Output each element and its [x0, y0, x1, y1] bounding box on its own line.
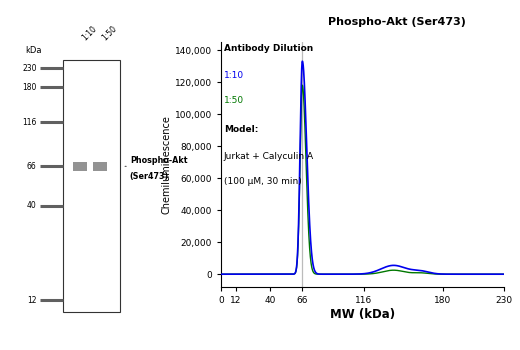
Text: 66: 66: [27, 162, 36, 171]
Text: 1:50: 1:50: [100, 24, 118, 43]
Bar: [73, 162, 87, 171]
Text: 12: 12: [27, 296, 36, 305]
Text: 230: 230: [22, 64, 36, 73]
Text: 1:50: 1:50: [224, 96, 244, 105]
Text: 40: 40: [27, 201, 36, 210]
Text: 1:10: 1:10: [224, 71, 244, 80]
Text: kDa: kDa: [25, 46, 42, 55]
Text: Jurkat + Calyculin A: Jurkat + Calyculin A: [224, 152, 314, 161]
Text: 1:10: 1:10: [80, 25, 98, 43]
Text: Model:: Model:: [224, 125, 258, 134]
Text: Phospho-Akt: Phospho-Akt: [130, 156, 187, 165]
X-axis label: MW (kDa): MW (kDa): [330, 308, 395, 321]
Y-axis label: Chemiluminescence: Chemiluminescence: [162, 115, 172, 214]
Bar: [93, 162, 107, 171]
Text: (100 μM, 30 min): (100 μM, 30 min): [224, 177, 302, 186]
Text: (Ser473): (Ser473): [130, 172, 169, 181]
Text: 180: 180: [22, 83, 36, 92]
Text: Antibody Dilution: Antibody Dilution: [224, 44, 313, 54]
Bar: [63, 60, 120, 312]
Text: Phospho-Akt (Ser473): Phospho-Akt (Ser473): [328, 17, 465, 27]
Text: 116: 116: [22, 118, 36, 126]
